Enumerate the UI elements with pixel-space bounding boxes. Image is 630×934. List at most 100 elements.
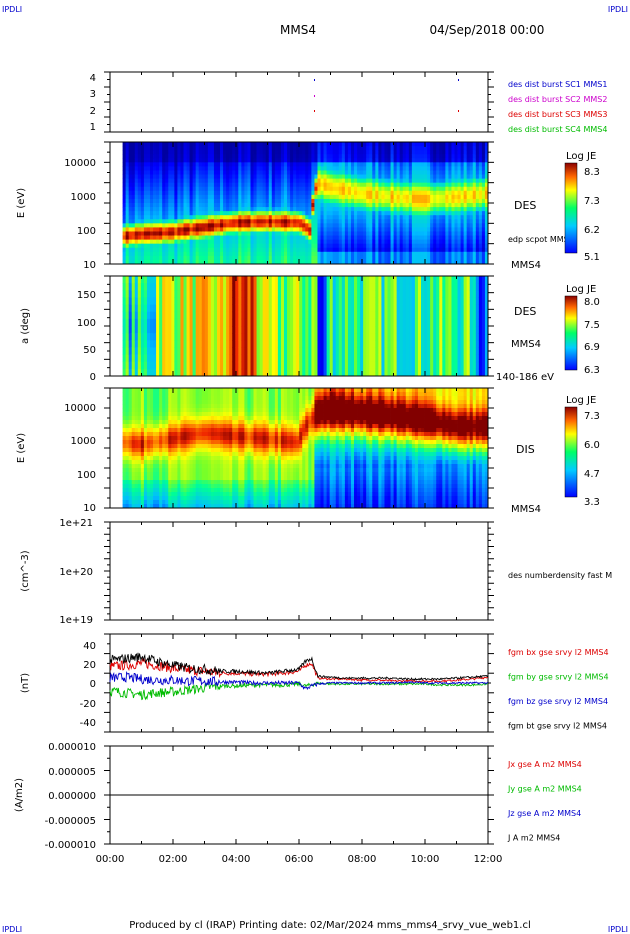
spectrogram-cell bbox=[122, 142, 127, 147]
spectrogram-cell bbox=[393, 158, 398, 163]
spectrogram-cell bbox=[131, 211, 136, 216]
spectrogram-cell bbox=[256, 174, 261, 179]
spectrogram-cell bbox=[463, 146, 468, 151]
spectrogram-cell bbox=[134, 361, 139, 370]
spectrogram-cell bbox=[168, 354, 172, 363]
spectrogram-cell bbox=[481, 255, 486, 261]
spectrogram-cell bbox=[256, 162, 261, 167]
spectrogram-cell bbox=[357, 174, 361, 179]
spectrogram-cell bbox=[256, 239, 261, 245]
spectrogram-cell bbox=[162, 146, 166, 151]
spectrogram-cell bbox=[424, 198, 428, 204]
spectrogram-cell bbox=[134, 207, 139, 212]
spectrogram-cell bbox=[329, 318, 334, 327]
spectrogram-cell bbox=[305, 207, 309, 212]
spectrogram-cell bbox=[140, 297, 145, 305]
spectrogram-cell bbox=[241, 207, 245, 212]
spectrogram-cell bbox=[350, 207, 355, 212]
spectrogram-cell bbox=[354, 368, 358, 377]
spectrogram-cell bbox=[238, 354, 242, 363]
spectrogram-cell bbox=[137, 174, 142, 179]
spectrogram-cell bbox=[183, 318, 187, 327]
spectrogram-cell bbox=[210, 259, 215, 265]
spectrogram-cell bbox=[277, 354, 282, 363]
spectrogram-cell bbox=[253, 215, 257, 220]
spectrogram-cell bbox=[378, 186, 382, 192]
spectrogram-cell bbox=[143, 311, 148, 320]
spectrogram-cell bbox=[372, 290, 376, 298]
spectrogram-cell bbox=[387, 247, 391, 253]
spectrogram-cell bbox=[171, 333, 175, 341]
spectrogram-cell bbox=[414, 194, 419, 200]
spectrogram-cell bbox=[369, 283, 373, 291]
spectrogram-cell bbox=[411, 198, 416, 204]
spectrogram-cell bbox=[311, 283, 315, 291]
spectrogram-cell bbox=[232, 146, 236, 151]
spectrogram-cell bbox=[253, 340, 257, 348]
spectrogram-cell bbox=[387, 146, 391, 151]
spectrogram-cell bbox=[131, 182, 136, 188]
spectrogram-cell bbox=[150, 219, 154, 224]
spectrogram-cell bbox=[171, 311, 175, 320]
legend-entry: des dist burst SC1 MMS1 bbox=[508, 80, 607, 89]
spectrogram-cell bbox=[229, 368, 233, 377]
spectrogram-cell bbox=[393, 361, 398, 370]
spectrogram-cell bbox=[171, 158, 175, 163]
spectrogram-cell bbox=[165, 354, 169, 363]
spectrogram-cell bbox=[140, 178, 145, 184]
spectrogram-cell bbox=[156, 142, 160, 147]
spectrogram-cell bbox=[460, 198, 465, 204]
spectrogram-cell bbox=[207, 276, 212, 284]
spectrogram-cell bbox=[153, 259, 157, 265]
spectrogram-cell bbox=[201, 223, 206, 228]
spectrogram-cell bbox=[146, 190, 151, 196]
spectrogram-cell bbox=[357, 259, 361, 265]
spectrogram-cell bbox=[134, 170, 139, 175]
spectrogram-cell bbox=[171, 247, 175, 253]
spectrogram-cell bbox=[387, 283, 391, 291]
spectrogram-cell bbox=[399, 150, 404, 155]
spectrogram-cell bbox=[195, 290, 200, 298]
spectrogram-cell bbox=[390, 182, 394, 188]
spectrogram-cell bbox=[165, 219, 169, 224]
spectrogram-cell bbox=[369, 219, 373, 224]
spectrogram-cell bbox=[424, 203, 428, 208]
spectrogram-cell bbox=[274, 150, 279, 155]
spectrogram-cell bbox=[399, 223, 404, 228]
spectrogram-cell bbox=[414, 174, 419, 179]
spectrogram-cell bbox=[125, 304, 130, 313]
spectrogram-cell bbox=[393, 304, 398, 313]
spectrogram-cell bbox=[311, 347, 315, 355]
spectrogram-cell bbox=[165, 178, 169, 184]
spectrogram-cell bbox=[475, 186, 480, 192]
spectrogram-cell bbox=[317, 170, 321, 175]
spectrogram-cell bbox=[296, 361, 300, 370]
spectrogram-cell bbox=[183, 166, 187, 171]
spectrogram-cell bbox=[381, 239, 385, 245]
spectrogram-cell bbox=[131, 251, 136, 257]
spectrogram-cell bbox=[125, 354, 130, 363]
spectrogram-cell bbox=[195, 166, 200, 171]
spectrogram-cell bbox=[171, 340, 175, 348]
spectrogram-cell bbox=[317, 142, 321, 147]
spectrogram-cell bbox=[469, 166, 474, 171]
spectrogram-cell bbox=[274, 231, 279, 236]
spectrogram-cell bbox=[314, 182, 318, 188]
spectrogram-cell bbox=[226, 174, 230, 179]
spectrogram-cell bbox=[357, 215, 361, 220]
spectrogram-cell bbox=[220, 290, 224, 298]
spectrogram-cell bbox=[311, 146, 315, 151]
spectrogram-cell bbox=[445, 247, 449, 253]
spectrogram-cell bbox=[350, 203, 355, 208]
spectrogram-cell bbox=[247, 182, 251, 188]
spectrogram-cell bbox=[478, 251, 483, 257]
spectrogram-cell bbox=[174, 211, 178, 216]
spectrogram-cell bbox=[241, 170, 245, 175]
spectrogram-cell bbox=[335, 223, 340, 228]
spectrogram-cell bbox=[475, 227, 480, 232]
spectrogram-cell bbox=[308, 235, 312, 240]
spectrogram-cell bbox=[131, 333, 136, 341]
spectrogram-cell bbox=[290, 304, 294, 313]
spectrogram-cell bbox=[210, 255, 215, 261]
spectrogram-cell bbox=[125, 215, 130, 220]
